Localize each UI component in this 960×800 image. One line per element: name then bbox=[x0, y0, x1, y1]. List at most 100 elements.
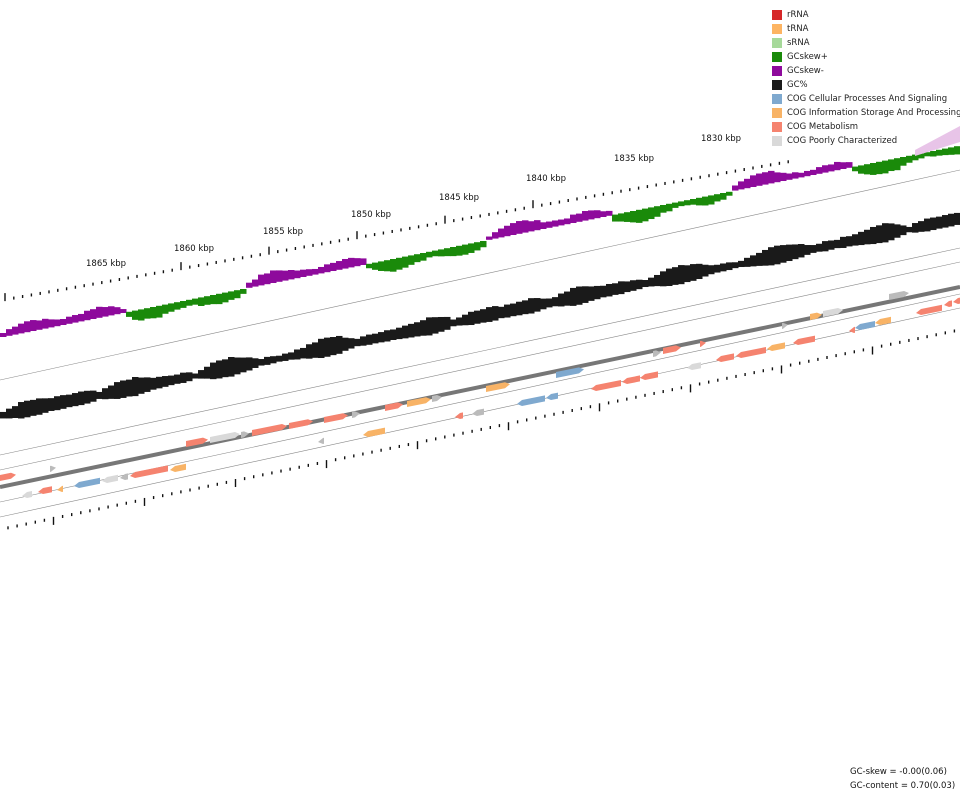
gc-skew-block bbox=[714, 194, 721, 202]
gc-skew-block bbox=[192, 298, 199, 305]
gc-skew-block bbox=[366, 263, 373, 269]
gc-skew-block bbox=[228, 291, 235, 300]
gc-skew-block bbox=[570, 214, 577, 223]
gc-skew-block bbox=[594, 210, 601, 219]
gc-content-block bbox=[558, 293, 565, 307]
gc-skew-block bbox=[486, 236, 493, 240]
gc-skew-block bbox=[534, 220, 541, 231]
gc-content-block bbox=[384, 330, 391, 342]
gc-content-block bbox=[6, 408, 13, 419]
legend: rRNA tRNA sRNA GCskew+ GCskew- GC% COG C… bbox=[772, 8, 960, 148]
gc-skew-block bbox=[528, 221, 535, 232]
cog-feature-arrow bbox=[385, 402, 403, 411]
legend-label: sRNA bbox=[787, 38, 810, 48]
cog-feature-track bbox=[0, 291, 960, 498]
gc-skew-block bbox=[894, 158, 901, 171]
gc-content-block bbox=[432, 317, 439, 334]
gc-content-stat: GC-content = 0.70(0.03) bbox=[850, 781, 956, 791]
gc-content-block bbox=[114, 382, 121, 399]
gc-content-block bbox=[366, 334, 373, 345]
gc-content-block bbox=[744, 257, 751, 267]
gc-content-block bbox=[174, 374, 181, 384]
cog-feature-arrow bbox=[875, 316, 891, 325]
gc-skew-block bbox=[768, 170, 775, 184]
gc-content-block bbox=[858, 231, 865, 246]
gc-skew-block bbox=[66, 316, 73, 324]
cog-feature-arrow bbox=[700, 340, 706, 347]
cog-feature-arrow bbox=[889, 291, 909, 300]
gc-skew-block bbox=[618, 213, 625, 222]
gc-skew-block bbox=[726, 191, 733, 196]
gc-content-block bbox=[564, 291, 571, 306]
gc-skew-block bbox=[6, 329, 13, 336]
gc-skew-block bbox=[84, 310, 91, 321]
gc-content-block bbox=[420, 320, 427, 336]
gc-skew-block bbox=[888, 159, 895, 172]
gc-content-block bbox=[756, 252, 763, 266]
gc-content-block bbox=[888, 223, 895, 241]
gc-skew-block bbox=[36, 320, 43, 330]
gc-skew-block bbox=[342, 258, 349, 269]
gc-skew-block bbox=[408, 255, 415, 265]
gc-content-block bbox=[912, 223, 919, 233]
gc-content-block bbox=[228, 356, 235, 377]
gc-content-block bbox=[378, 332, 385, 343]
gc-content-block bbox=[588, 286, 595, 301]
gc-skew-track bbox=[0, 126, 960, 337]
cog-feature-arrow bbox=[793, 335, 815, 345]
gc-skew-block bbox=[12, 326, 19, 335]
gc-skew-block bbox=[462, 244, 469, 255]
gc-content-block bbox=[348, 338, 355, 349]
gc-skew-block bbox=[792, 172, 799, 179]
gc-content-block bbox=[324, 337, 331, 357]
gc-skew-block bbox=[456, 245, 463, 256]
gc-content-block bbox=[168, 375, 175, 386]
gc-content-block bbox=[762, 249, 769, 266]
gc-skew-block bbox=[264, 273, 271, 285]
gc-content-block bbox=[354, 338, 361, 347]
gc-skew-block bbox=[744, 178, 751, 189]
gc-skew-block bbox=[174, 302, 181, 310]
gc-content-block bbox=[246, 357, 253, 371]
gc-skew-block bbox=[246, 282, 253, 288]
cog-feature-arrow bbox=[810, 312, 822, 320]
cog-feature-arrow bbox=[782, 322, 788, 329]
gc-skew-block bbox=[138, 309, 145, 321]
gc-skew-block bbox=[540, 222, 547, 229]
gc-content-block bbox=[132, 376, 139, 397]
gc-skew-block bbox=[678, 201, 685, 207]
gc-content-block bbox=[78, 391, 85, 406]
gc-skew-block bbox=[444, 248, 451, 257]
cog-feature-arrow bbox=[663, 345, 681, 354]
cog-feature-arrow bbox=[57, 485, 63, 492]
gc-content-block bbox=[294, 349, 301, 360]
gc-skew-block bbox=[378, 261, 385, 271]
legend-swatch bbox=[772, 38, 782, 48]
cog-feature-arrow bbox=[849, 326, 855, 333]
cog-feature-arrow bbox=[74, 477, 100, 488]
gc-content-block bbox=[954, 212, 960, 225]
gc-content-block bbox=[846, 236, 853, 247]
gc-content-block bbox=[234, 357, 241, 375]
gc-skew-block bbox=[114, 307, 121, 315]
gc-content-block bbox=[276, 355, 283, 362]
cog-feature-arrow bbox=[767, 342, 785, 351]
gc-skew-block bbox=[60, 319, 67, 325]
legend-label: GC% bbox=[787, 80, 808, 90]
legend-swatch bbox=[772, 108, 782, 118]
gc-skew-block bbox=[312, 268, 319, 275]
legend-label: COG Information Storage And Processing bbox=[787, 108, 960, 118]
gc-skew-block bbox=[654, 206, 661, 217]
gc-content-block bbox=[444, 316, 451, 330]
ruler-label-1865: 1865 kbp bbox=[86, 259, 126, 269]
legend-label: COG Cellular Processes And Signaling bbox=[787, 94, 948, 104]
gc-content-block bbox=[522, 300, 529, 315]
gc-content-block bbox=[36, 398, 43, 415]
gc-content-block bbox=[684, 265, 691, 283]
gc-content-block bbox=[642, 280, 649, 288]
gc-content-block bbox=[138, 377, 145, 394]
gc-skew-block bbox=[564, 218, 571, 225]
gc-skew-block bbox=[642, 208, 649, 222]
gc-skew-block bbox=[282, 270, 289, 281]
